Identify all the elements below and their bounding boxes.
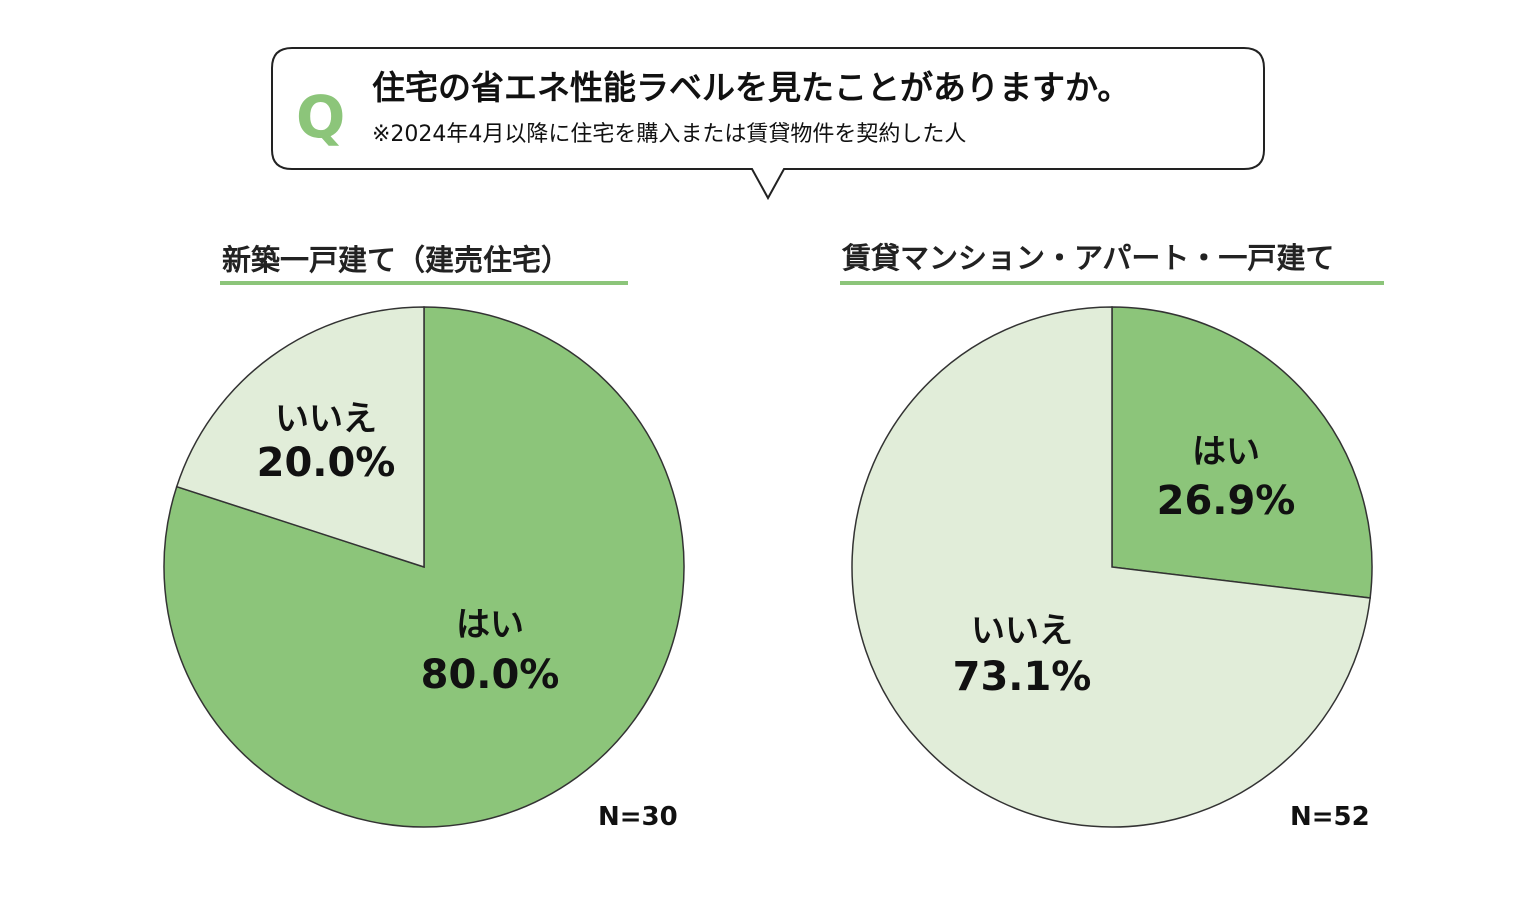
pie2-n: N=52: [1290, 802, 1370, 832]
pie2-yes-label: はい: [1192, 432, 1260, 472]
pie2-yes-value: 26.9%: [1157, 478, 1296, 524]
pie1-n: N=30: [598, 802, 678, 832]
pie1-slice-no: [175, 306, 425, 569]
pie1-yes-label: はい: [456, 605, 524, 645]
pie1-slice-yes: [163, 306, 685, 828]
pie1-yes-value: 80.0%: [421, 652, 560, 698]
pie2-slice-yes: [1111, 306, 1373, 599]
title-underline-1: [220, 281, 628, 285]
pie1-no-label: いいえ: [275, 399, 377, 439]
pie1-no-value: 20.0%: [257, 440, 396, 486]
chart-title-1: 新築一戸建て（建売住宅）: [222, 243, 570, 277]
chart-title-2: 賃貸マンション・アパート・一戸建て: [841, 241, 1334, 275]
pie2-no-label: いいえ: [971, 611, 1073, 651]
pie-chart-2: [851, 306, 1373, 828]
title-underline-2: [840, 281, 1384, 285]
pie2-slice-no: [851, 306, 1371, 828]
question-title: 住宅の省エネ性能ラベルを見たことがありますか。: [372, 68, 1130, 107]
pie-chart-1: [163, 306, 685, 828]
speech-bubble: [271, 47, 1265, 201]
q-mark: Q: [296, 83, 345, 151]
question-bubble: Q 住宅の省エネ性能ラベルを見たことがありますか。 ※2024年4月以降に住宅を…: [271, 47, 1265, 201]
question-subtitle: ※2024年4月以降に住宅を購入または賃貸物件を契約した人: [372, 122, 966, 147]
pie2-no-value: 73.1%: [953, 654, 1092, 700]
